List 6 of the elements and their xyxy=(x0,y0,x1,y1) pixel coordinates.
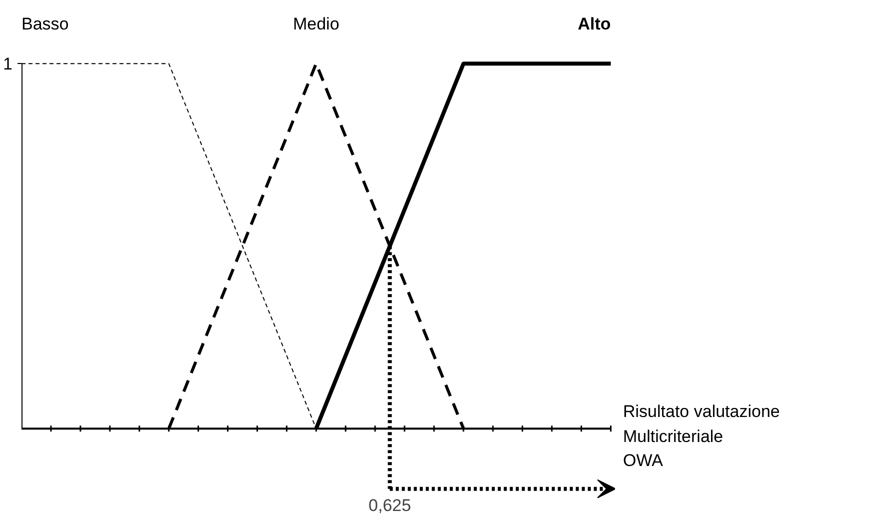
series-label: Alto xyxy=(578,14,611,34)
text: Medio xyxy=(292,14,340,34)
series-label: Basso xyxy=(22,14,69,34)
x-axis-title: Risultato valutazione Multicriteriale OWA xyxy=(623,401,780,472)
text: 1 xyxy=(3,54,13,74)
text: 0,625 xyxy=(368,496,412,515)
